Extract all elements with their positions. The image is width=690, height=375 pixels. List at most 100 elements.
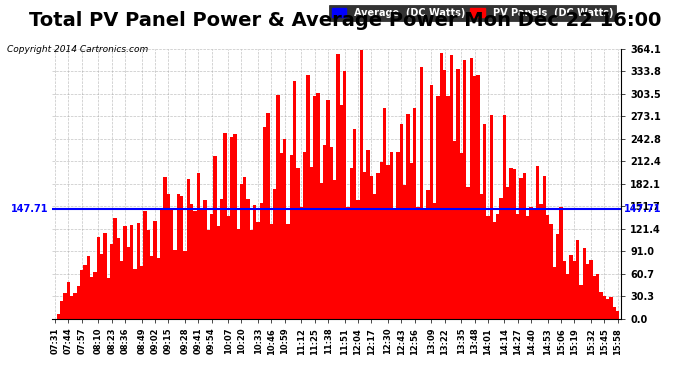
Bar	[210, 214, 213, 319]
Bar	[73, 293, 77, 319]
Bar	[396, 152, 400, 319]
Bar	[489, 116, 493, 319]
Bar	[180, 196, 184, 319]
Bar	[117, 238, 120, 319]
Bar	[67, 282, 70, 319]
Bar	[266, 114, 270, 319]
Bar	[293, 81, 297, 319]
Bar	[137, 223, 140, 319]
Bar	[140, 267, 144, 319]
Bar	[160, 208, 164, 319]
Bar	[157, 258, 160, 319]
Bar	[569, 255, 573, 319]
Bar	[416, 207, 420, 319]
Bar	[400, 124, 403, 319]
Bar	[480, 194, 483, 319]
Bar	[546, 215, 549, 319]
Bar	[164, 177, 166, 319]
Bar	[556, 234, 560, 319]
Bar	[330, 147, 333, 319]
Bar	[456, 69, 460, 319]
Bar	[516, 214, 520, 319]
Bar	[184, 251, 186, 319]
Bar	[386, 165, 390, 319]
Bar	[150, 256, 153, 319]
Bar	[257, 222, 260, 319]
Bar	[146, 230, 150, 319]
Bar	[186, 179, 190, 319]
Bar	[376, 173, 380, 319]
Text: Total PV Panel Power & Average Power Mon Dec 22 16:00: Total PV Panel Power & Average Power Mon…	[29, 11, 661, 30]
Bar	[436, 96, 440, 319]
Bar	[80, 270, 83, 319]
Bar	[130, 225, 133, 319]
Bar	[153, 221, 157, 319]
Bar	[602, 296, 606, 319]
Bar	[359, 50, 363, 319]
Bar	[107, 278, 110, 319]
Bar	[173, 250, 177, 319]
Bar	[270, 224, 273, 319]
Bar	[526, 216, 529, 319]
Bar	[297, 168, 299, 319]
Bar	[606, 298, 609, 319]
Bar	[346, 207, 350, 319]
Bar	[60, 301, 63, 319]
Bar	[450, 56, 453, 319]
Bar	[113, 218, 117, 319]
Bar	[217, 226, 220, 319]
Bar	[279, 153, 283, 319]
Bar	[463, 60, 466, 319]
Bar	[373, 194, 376, 319]
Bar	[473, 76, 476, 319]
Bar	[313, 96, 317, 319]
Bar	[63, 293, 67, 319]
Bar	[520, 178, 523, 319]
Bar	[197, 173, 200, 319]
Bar	[460, 153, 463, 319]
Bar	[423, 208, 426, 319]
Bar	[553, 267, 556, 319]
Bar	[383, 108, 386, 319]
Bar	[339, 105, 343, 319]
Bar	[613, 307, 616, 319]
Bar	[220, 199, 223, 319]
Bar	[390, 152, 393, 319]
Bar	[533, 208, 536, 319]
Bar	[593, 276, 596, 319]
Bar	[446, 96, 450, 319]
Bar	[323, 145, 326, 319]
Bar	[353, 129, 356, 319]
Bar	[213, 156, 217, 319]
Bar	[500, 198, 503, 319]
Bar	[540, 204, 543, 319]
Bar	[233, 134, 237, 319]
Bar	[440, 54, 443, 319]
Bar	[560, 207, 563, 319]
Bar	[97, 237, 100, 319]
Bar	[393, 210, 396, 319]
Bar	[549, 224, 553, 319]
Bar	[124, 225, 127, 319]
Bar	[120, 261, 124, 319]
Bar	[177, 194, 180, 319]
Bar	[493, 222, 496, 319]
Bar	[200, 209, 204, 319]
Bar	[90, 278, 93, 319]
Bar	[204, 200, 206, 319]
Bar	[100, 254, 104, 319]
Bar	[443, 69, 446, 319]
Text: 147.71: 147.71	[624, 204, 662, 214]
Bar	[430, 85, 433, 319]
Bar	[77, 286, 80, 319]
Bar	[469, 58, 473, 319]
Bar	[306, 75, 310, 319]
Bar	[299, 207, 303, 319]
Bar	[170, 209, 173, 319]
Bar	[420, 67, 423, 319]
Bar	[366, 150, 370, 319]
Bar	[509, 168, 513, 319]
Bar	[580, 285, 583, 319]
Bar	[190, 204, 193, 319]
Text: 147.71: 147.71	[11, 204, 48, 214]
